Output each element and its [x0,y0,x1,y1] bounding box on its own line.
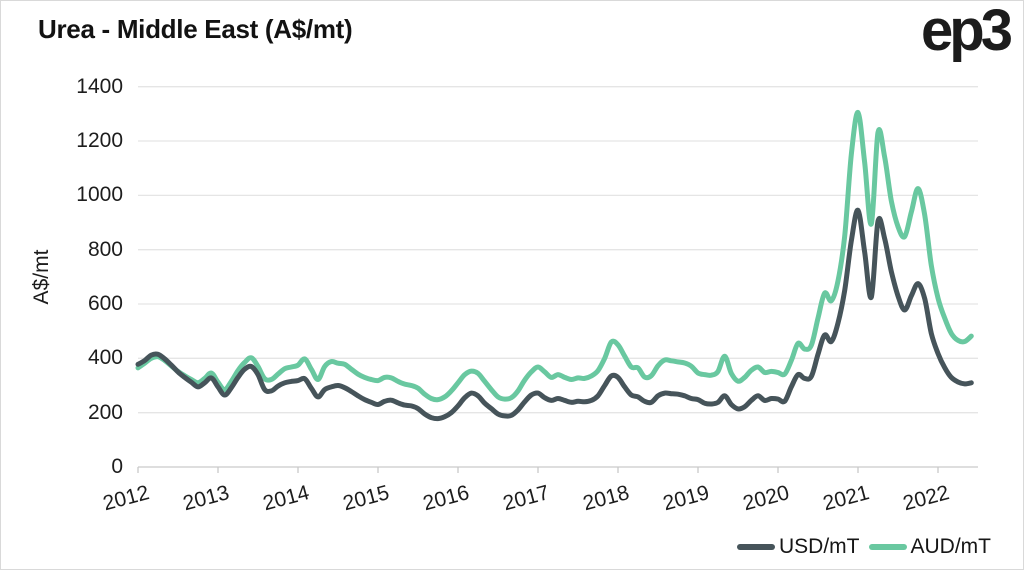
y-tick-label: 600 [87,292,123,315]
legend-item-usd: USD/mT [737,535,860,559]
legend-label-usd: USD/mT [779,535,860,558]
y-tick-label: 800 [87,238,123,261]
legend-item-aud: AUD/mT [868,535,992,559]
y-tick-label: 1400 [76,75,123,98]
ep3-logo: ep3 [921,0,1013,63]
y-tick-label: 400 [87,346,123,369]
chart-legend: USD/mT AUD/mT [737,535,991,559]
y-tick-label: 1200 [76,129,123,152]
y-tick-label: 0 [111,455,123,478]
y-tick-label: 200 [87,401,123,424]
series-line-audmt [135,109,974,403]
legend-swatch-usd [737,544,775,550]
legend-swatch-aud [868,544,907,550]
legend-label-aud: AUD/mT [910,535,992,558]
series-line-usdmt [135,207,974,422]
chart-title: Urea - Middle East (A$/mt) [38,14,353,44]
y-tick-label: 1000 [76,183,123,206]
